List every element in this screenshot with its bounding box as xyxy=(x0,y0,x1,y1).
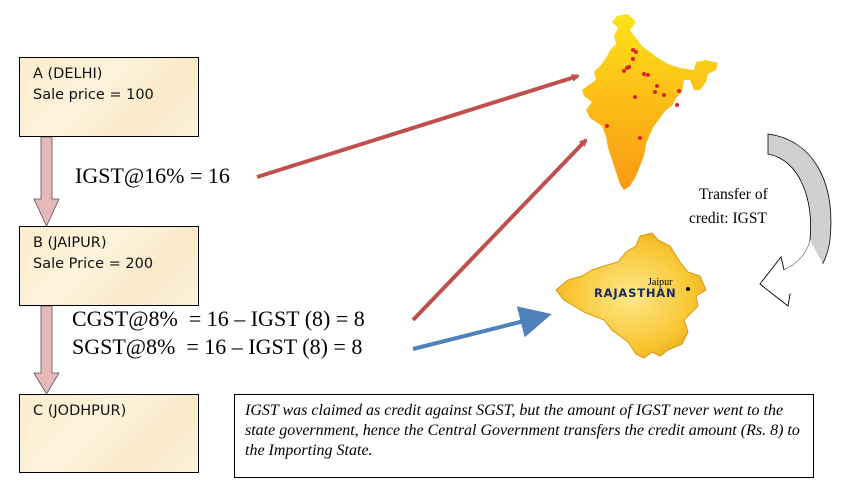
node-a-delhi: A (DELHI) Sale price = 100 xyxy=(19,57,199,137)
sgst-label: SGST@8% = 16 – IGST (8) = 8 xyxy=(72,334,363,359)
igst-label: IGST@16% = 16 xyxy=(75,163,230,188)
node-a-title: A (DELHI) xyxy=(33,66,103,82)
rajasthan-label: RAJASTHAN xyxy=(594,286,677,300)
node-b-title: B (JAIPUR) xyxy=(33,235,107,251)
node-c-jodhpur: C (JODHPUR) xyxy=(19,394,199,473)
down-arrow-a-to-b xyxy=(33,136,60,227)
node-b-detail: Sale Price = 200 xyxy=(33,256,154,272)
jaipur-city-label: Jaipur xyxy=(648,277,673,288)
down-arrow-b-to-c xyxy=(33,305,60,395)
cgst-label: CGST@8% = 16 – IGST (8) = 8 xyxy=(72,306,365,331)
igst-to-india-arrow xyxy=(256,73,580,179)
india-map-icon xyxy=(582,14,718,190)
node-c-title: C (JODHPUR) xyxy=(33,403,127,419)
sgst-to-rajasthan-arrow xyxy=(412,306,552,351)
transfer-label-line2: credit: IGST xyxy=(689,210,767,227)
explanation-note: IGST was claimed as credit against SGST,… xyxy=(234,394,814,478)
node-a-detail: Sale price = 100 xyxy=(33,87,154,103)
rajasthan-map-icon xyxy=(555,232,707,359)
transfer-label-line1: Transfer of xyxy=(699,186,768,203)
node-b-jaipur: B (JAIPUR) Sale Price = 200 xyxy=(19,226,199,306)
cgst-to-india-arrow xyxy=(411,138,588,322)
